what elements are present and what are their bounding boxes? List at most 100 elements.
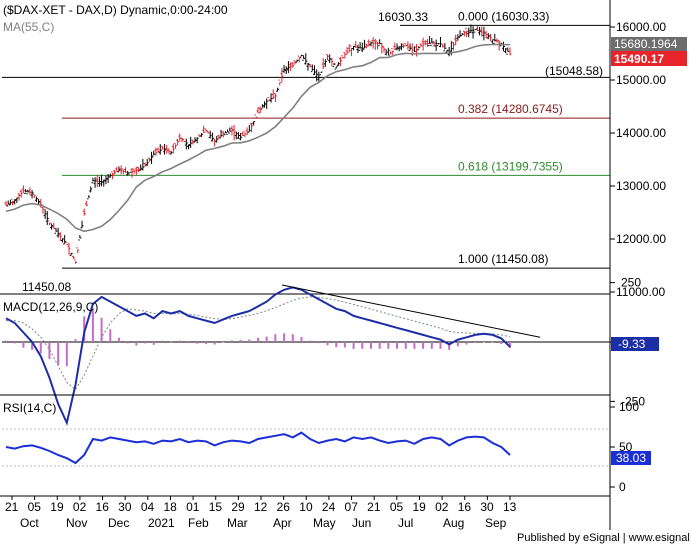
macd-histogram-bar xyxy=(109,329,112,342)
rsi-axis: 100 50 0 xyxy=(610,400,639,494)
date-tick-label: 13 xyxy=(503,500,517,514)
macd-histogram-bar xyxy=(170,341,173,343)
fib-level-label: 0.618 (13199.7355) xyxy=(458,159,563,173)
price-panel: 16000.00 15000.00 14000.00 13000.00 12000.00… xyxy=(1,1,687,299)
macd-histogram-bar xyxy=(326,342,329,346)
macd-histogram-bar xyxy=(474,342,477,343)
macd-value-label: -9.33 xyxy=(618,337,646,351)
rsi-tick-label: 0 xyxy=(619,480,626,494)
macd-histogram-bar xyxy=(5,340,7,342)
macd-histogram-bar xyxy=(491,342,494,343)
macd-histogram-bar xyxy=(22,342,25,348)
macd-histogram-bar xyxy=(126,342,129,344)
price-annotation: 16030.33 xyxy=(378,10,428,24)
last-price-label: 15490.17 xyxy=(614,52,664,66)
macd-histogram-bar xyxy=(448,342,451,350)
date-tick-label: 12 xyxy=(254,500,268,514)
macd-histogram-bar xyxy=(13,342,16,344)
rsi-tick-label: 50 xyxy=(619,440,633,454)
ma-value-label: 15680.1964 xyxy=(614,37,678,51)
price-tick-label: 15000.00 xyxy=(616,73,666,87)
macd-histogram-bar xyxy=(291,334,294,342)
price-annotation: 11450.08 xyxy=(22,280,71,294)
date-tick-label: 26 xyxy=(277,500,291,514)
fib-level-label: 0.000 (16030.33) xyxy=(458,9,549,23)
date-tick-label: 05 xyxy=(390,500,404,514)
macd-histogram-bar xyxy=(257,337,259,342)
macd-histogram-bar xyxy=(187,342,190,344)
chart-title: ($DAX-XET - DAX,D) Dynamic,0:00-24:00 xyxy=(3,3,228,17)
macd-histogram-bar xyxy=(91,310,94,342)
macd-histogram-bar xyxy=(343,342,346,348)
date-tick-label: 30 xyxy=(480,500,494,514)
macd-histogram-bar xyxy=(335,342,338,348)
macd-value-badge xyxy=(611,337,659,351)
date-tick-label: 02 xyxy=(435,500,449,514)
macd-tick-label: -250 xyxy=(621,394,645,408)
date-axis: 21 05 19 02 16 30 04 18 01 15 29 12 26 10 24 07 21 05 19 02… xyxy=(5,496,517,530)
date-tick-label: 21 xyxy=(5,500,19,514)
date-tick-label: 19 xyxy=(412,500,426,514)
month-label: 2021 xyxy=(148,516,175,530)
price-annotations: 16030.33 (15048.58) 11450.08 xyxy=(22,10,603,294)
macd-histogram-bar xyxy=(352,342,355,349)
month-label: Aug xyxy=(443,516,464,530)
macd-histogram-bar xyxy=(404,342,407,349)
macd-histogram-bar xyxy=(265,336,268,342)
fib-level-label: 1.000 (11450.08) xyxy=(458,252,549,266)
month-label: Sep xyxy=(485,516,507,530)
price-axis: 16000.00 15000.00 14000.00 13000.00 12000.00… xyxy=(610,20,666,299)
macd-panel: MACD(12,26,9,C) 2500-250 -9.33 xyxy=(2,276,659,426)
macd-histogram-bar xyxy=(222,342,225,343)
macd-histogram-bar xyxy=(144,342,147,344)
macd-histogram-bar xyxy=(317,342,320,344)
date-tick-label: 24 xyxy=(322,500,336,514)
ma-label: MA(55,C) xyxy=(3,20,54,34)
month-label: Nov xyxy=(66,516,87,530)
date-tick-label: 29 xyxy=(231,500,245,514)
month-label: Feb xyxy=(188,516,209,530)
rsi-panel: RSI(14,C) 100 50 0 38.03 xyxy=(2,400,651,494)
rsi-tick-label: 100 xyxy=(619,400,639,414)
macd-histogram-bar xyxy=(500,342,503,345)
month-label: May xyxy=(313,516,336,530)
macd-histogram-bar xyxy=(387,342,390,349)
macd-trendline xyxy=(281,284,541,338)
macd-histogram-bar xyxy=(509,342,511,348)
macd-histogram-bar xyxy=(161,340,164,342)
price-tick-label: 12000.00 xyxy=(616,232,666,246)
price-tick-label: 11000.00 xyxy=(616,285,665,299)
macd-histogram-bar xyxy=(152,342,155,345)
macd-tick-label: 250 xyxy=(621,276,641,290)
date-tick-label: 15 xyxy=(209,500,223,514)
ma-value-badge xyxy=(611,37,687,51)
date-tick-label: 10 xyxy=(299,500,313,514)
macd-line xyxy=(5,286,511,426)
date-tick-label: 07 xyxy=(345,500,359,514)
macd-signal-line xyxy=(6,296,511,391)
macd-histogram-bar xyxy=(230,340,233,342)
month-label: Jul xyxy=(398,516,413,530)
macd-histogram-bar xyxy=(413,342,416,349)
price-tick-label: 14000.00 xyxy=(616,126,666,140)
date-tick-label: 01 xyxy=(186,500,200,514)
date-tick-label: 05 xyxy=(28,500,42,514)
rsi-value-label: 38.03 xyxy=(616,451,646,465)
macd-histogram-bar xyxy=(74,339,77,342)
macd-histogram-bar xyxy=(100,317,103,342)
price-tick-label: 13000.00 xyxy=(616,179,666,193)
date-tick-label: 16 xyxy=(458,500,472,514)
macd-histogram-bar xyxy=(300,337,303,342)
macd-histogram-bar xyxy=(117,337,120,342)
macd-histogram-bar xyxy=(213,342,216,345)
macd-histogram-bar xyxy=(456,342,459,347)
macd-histogram-bar xyxy=(430,342,433,349)
macd-histogram-bar xyxy=(204,342,207,345)
fib-level-label: 0.382 (14280.6745) xyxy=(458,102,563,116)
macd-histogram-bar xyxy=(248,339,251,342)
macd-histogram-bar xyxy=(482,342,485,343)
macd-histogram-bar xyxy=(178,340,181,342)
date-tick-label: 02 xyxy=(73,500,87,514)
candlestick-series xyxy=(4,24,512,264)
